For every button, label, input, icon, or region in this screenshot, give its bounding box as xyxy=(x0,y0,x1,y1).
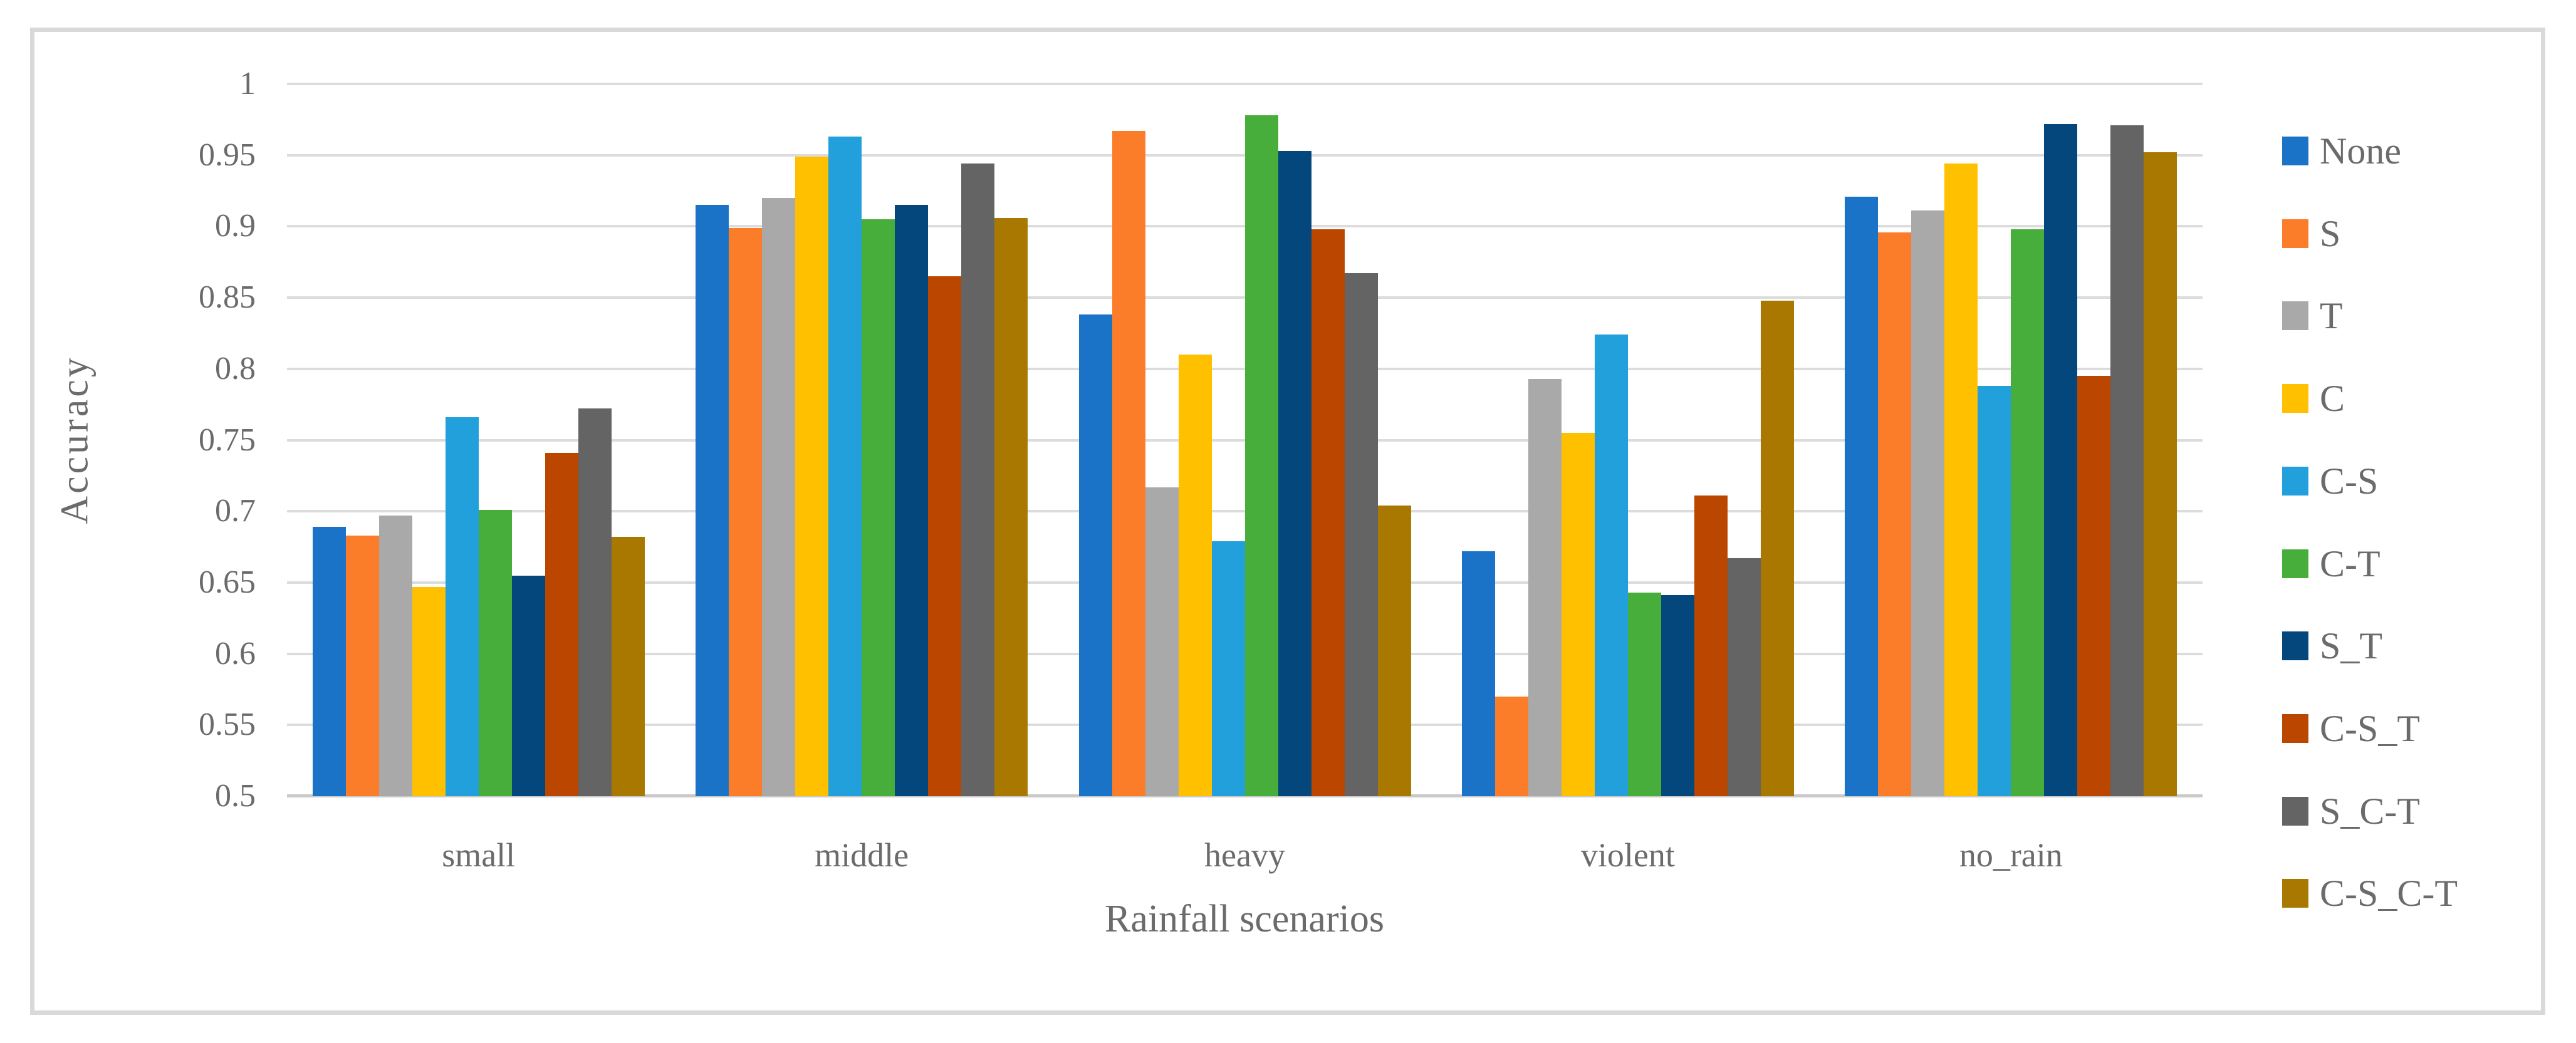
legend-label: T xyxy=(2320,295,2343,336)
bar-S_T-violent xyxy=(1661,595,1694,796)
bar-C-T-small xyxy=(478,509,512,796)
x-tick-label-middle: middle xyxy=(815,836,909,874)
bar-T-no_rain xyxy=(1911,210,1945,796)
bar-C-S-no_rain xyxy=(1978,386,2011,796)
legend-swatch-S xyxy=(2282,219,2308,248)
bar-S-heavy xyxy=(1112,131,1145,796)
y-tick-label: 0.55 xyxy=(199,707,256,743)
bar-C-heavy xyxy=(1178,355,1212,796)
y-tick-label: 0.5 xyxy=(215,778,256,814)
x-tick-label-violent: violent xyxy=(1580,836,1675,874)
bar-None-middle xyxy=(696,205,729,796)
bar-S-small xyxy=(345,535,379,796)
legend-swatch-C-T xyxy=(2282,549,2308,578)
bar-T-middle xyxy=(762,197,796,796)
bar-S_T-middle xyxy=(895,205,929,796)
x-axis-title: Rainfall scenarios xyxy=(1105,898,1384,940)
bar-C-S_C-T-violent xyxy=(1760,300,1794,796)
bar-C-S_C-T-small xyxy=(611,537,645,796)
bar-C-S-small xyxy=(445,417,479,796)
x-tick-label-small: small xyxy=(442,836,516,874)
bar-S_C-T-no_rain xyxy=(2110,125,2144,796)
bar-S_C-T-heavy xyxy=(1344,273,1378,796)
bar-C-S-violent xyxy=(1594,335,1628,796)
bar-C-small xyxy=(412,586,446,796)
bar-T-heavy xyxy=(1145,487,1179,796)
gridline xyxy=(287,83,2203,85)
bar-None-small xyxy=(312,527,346,796)
bar-None-violent xyxy=(1461,551,1495,796)
bar-S_C-T-small xyxy=(578,408,612,796)
bar-S-middle xyxy=(729,227,763,796)
legend-swatch-C-S_C-T xyxy=(2282,879,2308,908)
bar-S-no_rain xyxy=(1878,232,1912,796)
legend-label: S_T xyxy=(2320,625,2383,667)
bar-C-S_C-T-heavy xyxy=(1377,506,1411,796)
legend-label: C-T xyxy=(2320,543,2380,584)
legend-label: None xyxy=(2320,130,2401,172)
bar-T-violent xyxy=(1528,378,1562,796)
bar-S-violent xyxy=(1494,696,1528,796)
bar-None-heavy xyxy=(1078,314,1112,796)
legend-swatch-S_T xyxy=(2282,631,2308,660)
legend-label: C xyxy=(2320,378,2345,419)
y-tick-label: 0.75 xyxy=(199,422,256,458)
legend-swatch-C-S xyxy=(2282,467,2308,496)
x-tick-label-heavy: heavy xyxy=(1204,836,1285,874)
bar-S_T-no_rain xyxy=(2044,123,2078,796)
bar-S_T-heavy xyxy=(1278,150,1311,796)
legend-swatch-C-S_T xyxy=(2282,714,2308,743)
legend-swatch-S_C-T xyxy=(2282,797,2308,826)
y-tick-label: 0.9 xyxy=(215,208,256,244)
legend-label: S_C-T xyxy=(2320,791,2421,832)
legend-label: S xyxy=(2320,213,2341,254)
legend-swatch-None xyxy=(2282,137,2308,165)
x-tick-label-no_rain: no_rain xyxy=(1959,836,2063,874)
figure-border xyxy=(30,28,2545,1015)
y-tick-label: 0.65 xyxy=(199,564,256,600)
y-tick-label: 0.6 xyxy=(215,635,256,672)
y-tick-label: 1 xyxy=(239,66,256,101)
bar-C-T-violent xyxy=(1627,592,1661,796)
bar-C-middle xyxy=(795,156,829,796)
bar-C-S_T-violent xyxy=(1694,496,1728,796)
plot-area xyxy=(287,83,2203,797)
bar-C-S_T-middle xyxy=(928,276,962,796)
y-tick-label: 0.95 xyxy=(199,137,256,173)
bar-S_T-small xyxy=(511,575,545,796)
bar-S_C-T-violent xyxy=(1727,558,1761,796)
bar-C-T-middle xyxy=(862,219,895,796)
legend-swatch-T xyxy=(2282,301,2308,330)
bar-C-violent xyxy=(1561,433,1595,796)
bar-C-T-no_rain xyxy=(2011,229,2045,796)
bar-C-S_C-T-no_rain xyxy=(2144,152,2177,796)
bar-None-no_rain xyxy=(1845,196,1879,796)
bar-C-S_T-small xyxy=(545,452,578,796)
bar-C-S_C-T-middle xyxy=(994,217,1028,796)
legend-swatch-C xyxy=(2282,384,2308,413)
bar-S_C-T-middle xyxy=(961,163,995,796)
bar-C-S_T-no_rain xyxy=(2077,376,2111,796)
bar-C-no_rain xyxy=(1944,163,1978,796)
bar-T-small xyxy=(378,516,412,796)
y-tick-label: 0.85 xyxy=(199,279,256,316)
y-tick-label: 0.8 xyxy=(215,350,256,387)
legend-label: C-S_T xyxy=(2320,708,2421,749)
y-tick-label: 0.7 xyxy=(215,493,256,529)
legend-label: C-S xyxy=(2320,460,2379,502)
bar-C-S-middle xyxy=(828,137,862,796)
bar-C-S-heavy xyxy=(1211,541,1245,796)
bar-C-S_T-heavy xyxy=(1311,229,1345,796)
bar-C-T-heavy xyxy=(1244,115,1278,796)
legend-label: C-S_C-T xyxy=(2320,873,2458,914)
